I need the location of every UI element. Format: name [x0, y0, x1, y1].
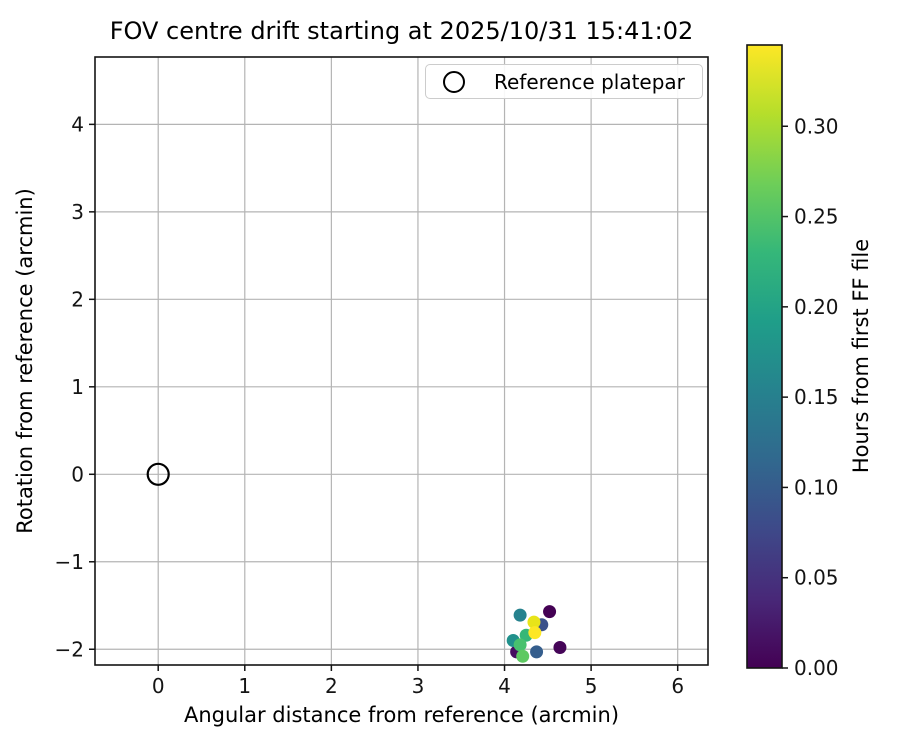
y-tick-label: −2 — [55, 637, 84, 661]
reference-point-marker — [146, 462, 170, 486]
y-tick-label: 2 — [71, 287, 84, 311]
scatter-point — [543, 605, 557, 619]
scatter-point — [530, 645, 544, 659]
y-axis-label: Rotation from reference (arcmin) — [13, 188, 37, 534]
y-tick-label: 4 — [71, 112, 84, 136]
colorbar-label: Hours from first FF file — [849, 238, 873, 474]
colorbar-tick-label: 0.15 — [794, 385, 839, 409]
reference-platepar-open-circle-icon — [443, 70, 465, 93]
colorbar — [746, 44, 783, 669]
scatter-point — [513, 638, 527, 652]
x-tick-label: 1 — [238, 674, 251, 698]
x-tick-label: 0 — [152, 674, 165, 698]
colorbar-tick-label: 0.10 — [794, 475, 839, 499]
scatter-point — [513, 608, 527, 622]
x-axis-label: Angular distance from reference (arcmin) — [183, 703, 620, 727]
axes-spines — [94, 56, 709, 666]
legend-entry-label: Reference platepar — [494, 69, 685, 94]
scatter-point — [516, 649, 530, 663]
scatter-point — [553, 641, 567, 655]
y-tick-label: 3 — [71, 200, 84, 224]
colorbar-tick-label: 0.25 — [794, 205, 839, 229]
y-tick-label: 0 — [71, 462, 84, 486]
colorbar-tick-label: 0.00 — [794, 656, 839, 680]
legend-box: Reference platepar — [425, 64, 703, 99]
y-tick-label: −1 — [55, 550, 84, 574]
x-tick-label: 3 — [412, 674, 425, 698]
colorbar-tick-label: 0.30 — [794, 114, 839, 138]
x-tick-label: 5 — [585, 674, 598, 698]
x-tick-label: 6 — [671, 674, 684, 698]
y-tick-label: 1 — [71, 375, 84, 399]
x-tick-label: 4 — [498, 674, 511, 698]
scatter-point — [527, 615, 541, 629]
colorbar-tick-label: 0.20 — [794, 295, 839, 319]
colorbar-tick-label: 0.05 — [794, 566, 839, 590]
scatter-point — [528, 626, 542, 640]
chart-title: FOV centre drift starting at 2025/10/31 … — [109, 17, 694, 45]
x-tick-label: 2 — [325, 674, 338, 698]
